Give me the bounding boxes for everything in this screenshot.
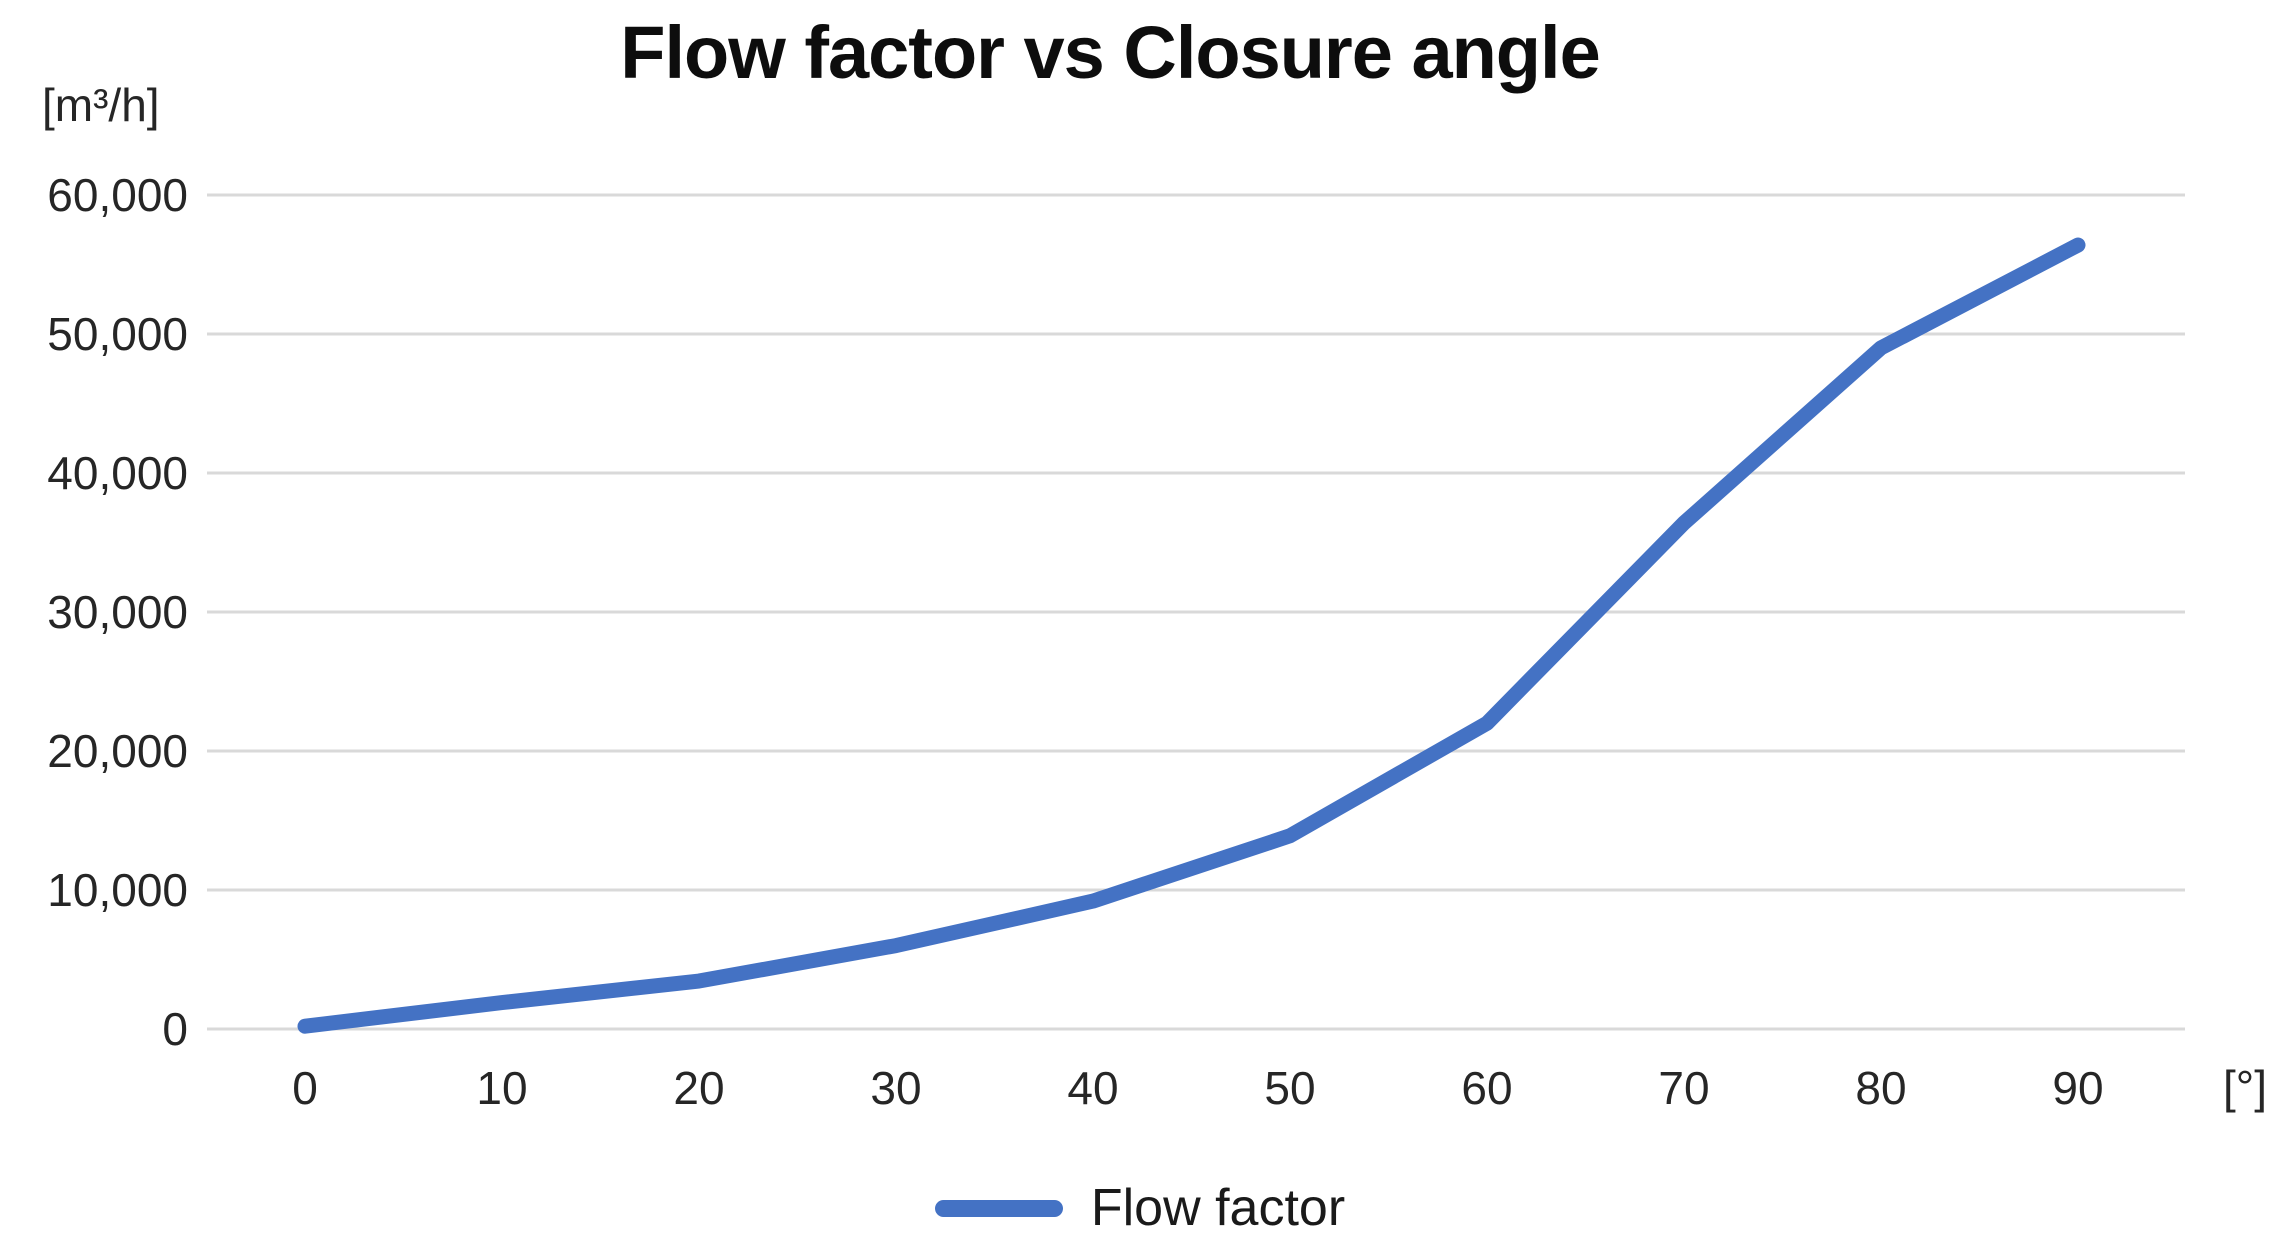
y-tick-label-50000: 50,000 bbox=[47, 308, 188, 360]
chart-title: Flow factor vs Closure angle bbox=[620, 11, 1600, 94]
x-tick-label-40: 40 bbox=[1067, 1062, 1119, 1114]
x-tick-label-10: 10 bbox=[476, 1062, 528, 1114]
x-tick-label-70: 70 bbox=[1658, 1062, 1710, 1114]
x-tick-label-30: 30 bbox=[870, 1062, 922, 1114]
x-tick-label-50: 50 bbox=[1264, 1062, 1316, 1114]
y-tick-label-0: 0 bbox=[162, 1003, 188, 1055]
series-line-flow-factor bbox=[297, 237, 2086, 1034]
x-tick-label-90: 90 bbox=[2052, 1062, 2104, 1114]
legend-line-swatch bbox=[934, 1199, 1063, 1217]
x-tick-label-80: 80 bbox=[1855, 1062, 1907, 1114]
x-axis-unit-label: [°] bbox=[2223, 1061, 2267, 1113]
y-tick-label-20000: 20,000 bbox=[47, 725, 188, 777]
y-tick-label-40000: 40,000 bbox=[47, 447, 188, 499]
y-axis-unit-label: [m³/h] bbox=[42, 79, 160, 131]
y-tick-label-60000: 60,000 bbox=[47, 169, 188, 221]
legend-series-label: Flow factor bbox=[1090, 1179, 1346, 1237]
y-tick-label-30000: 30,000 bbox=[47, 586, 188, 638]
legend: Flow factor bbox=[0, 1178, 2280, 1238]
x-tick-label-60: 60 bbox=[1461, 1062, 1513, 1114]
x-tick-label-20: 20 bbox=[673, 1062, 725, 1114]
x-tick-label-0: 0 bbox=[292, 1062, 318, 1114]
y-tick-label-10000: 10,000 bbox=[47, 864, 188, 916]
